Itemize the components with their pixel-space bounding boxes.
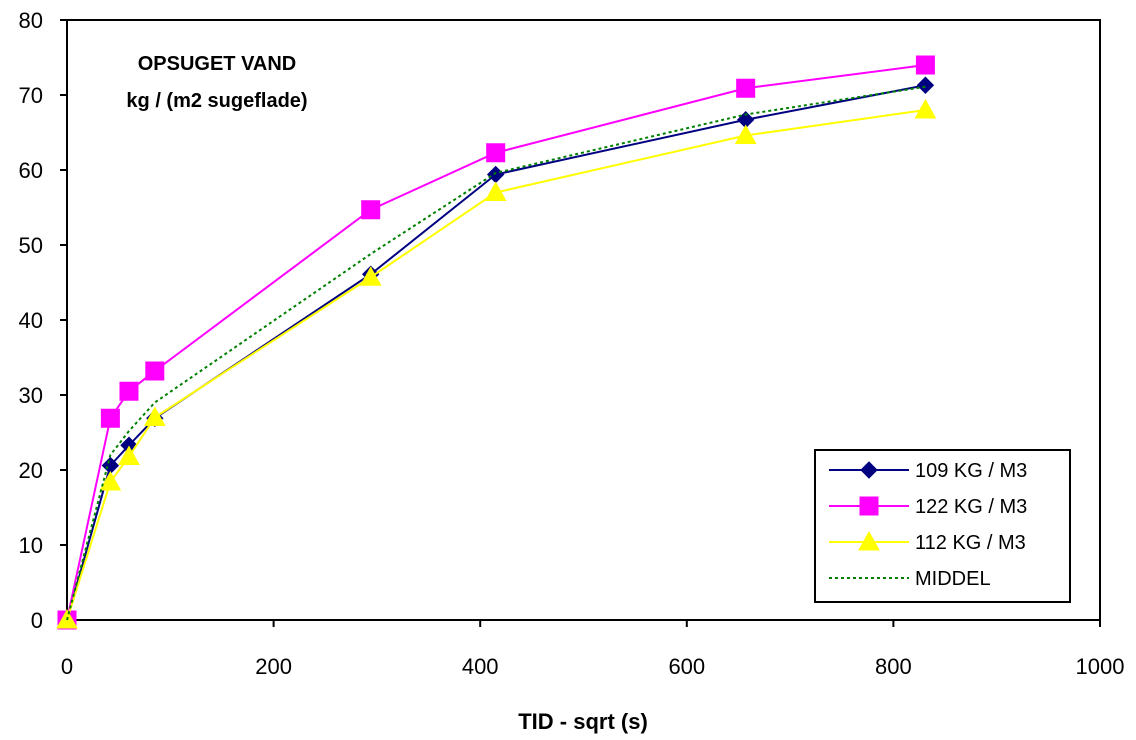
series-2: [56, 98, 937, 629]
x-tick-label: 0: [61, 654, 73, 679]
chart-annotation-line-1: OPSUGET VAND: [138, 53, 297, 75]
y-tick-label: 50: [19, 233, 43, 258]
legend-item: 112 KG / M3: [829, 530, 1026, 554]
data-point-square: [915, 55, 935, 75]
data-point-triangle: [99, 470, 122, 491]
legend: 109 KG / M3 122 KG / M3 112 KG / M3 MIDDEL: [814, 449, 1071, 603]
x-tick-label: 200: [255, 654, 292, 679]
data-point-square: [736, 78, 756, 98]
legend-label: MIDDEL: [915, 568, 991, 590]
data-point-triangle: [734, 124, 757, 144]
series-line: [66, 84, 926, 621]
data-point-square: [486, 143, 506, 163]
data-point-diamond: [916, 76, 935, 94]
legend-box: [814, 449, 1071, 603]
chart-annotation-line-2: kg / (m2 sugeflade): [126, 90, 307, 112]
data-point-triangle: [143, 406, 166, 426]
data-point-triangle: [118, 445, 140, 465]
legend-label: 109 KG / M3: [915, 460, 1027, 482]
series-line: [66, 85, 926, 621]
data-point-triangle: [914, 98, 937, 119]
data-point-square: [119, 381, 139, 401]
data-point-square: [100, 408, 120, 428]
x-tick-label: 1000: [1076, 654, 1125, 679]
y-tick-label: 20: [19, 458, 43, 483]
data-point-diamond: [860, 461, 878, 479]
y-tick-label: 30: [19, 383, 43, 408]
x-tick-label: 600: [668, 654, 705, 679]
legend-item: MIDDEL: [829, 568, 991, 590]
data-point-triangle: [484, 181, 507, 201]
legend-item: 109 KG / M3: [829, 460, 1027, 482]
data-point-square: [361, 200, 381, 220]
series-3: [66, 85, 926, 621]
x-axis-label: TID - sqrt (s): [518, 709, 648, 734]
y-tick-label: 70: [19, 83, 43, 108]
y-tick-label: 40: [19, 308, 43, 333]
legend-label: 112 KG / M3: [915, 532, 1026, 554]
x-tick-label: 800: [875, 654, 912, 679]
series-1: [57, 55, 935, 630]
legend-item: 122 KG / M3: [829, 496, 1027, 518]
series-layer: [56, 55, 937, 630]
data-point-triangle: [359, 266, 382, 286]
data-point-square: [145, 361, 165, 381]
y-tick-label: 80: [19, 8, 43, 33]
y-tick-label: 60: [19, 158, 43, 183]
data-point-square: [859, 496, 879, 516]
data-point-triangle: [858, 530, 880, 551]
y-tick-label: 10: [19, 533, 43, 558]
y-tick-label: 0: [31, 608, 43, 633]
legend-label: 122 KG / M3: [915, 496, 1027, 518]
x-tick-label: 400: [462, 654, 499, 679]
